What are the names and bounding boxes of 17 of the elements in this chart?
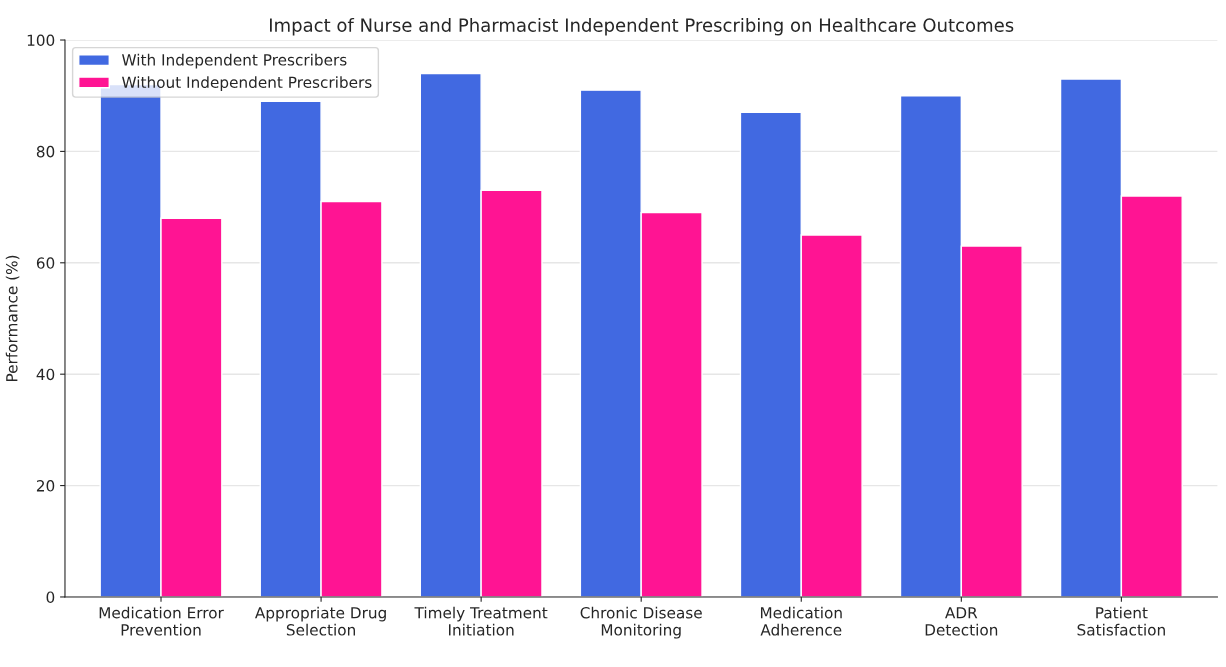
y-tick-label: 100 (27, 34, 55, 47)
x-tick-label: Medication Adherence (760, 606, 842, 636)
x-tick-label: Patient Satisfaction (1077, 606, 1165, 636)
y-tick-label: 40 (36, 368, 55, 381)
y-tick-label: 20 (36, 480, 55, 492)
x-tick-label: Timely Treatment Initiation (414, 606, 548, 636)
y-axis-title: Performance (%) (5, 255, 20, 382)
y-tick-label: 80 (36, 145, 55, 158)
x-tick-label: Appropriate Drug Selection (255, 606, 386, 636)
x-tick-label: Chronic Disease Monitoring (580, 606, 702, 639)
x-tick-label: Medication Error Prevention (99, 606, 224, 636)
legend-label: Without Independent Prescribers (122, 76, 372, 91)
y-tick-label: 0 (46, 591, 55, 603)
x-tick-label: ADR Detection (925, 607, 998, 636)
chart-title: Impact of Nurse and Pharmacist Independent Prescribing on Healthcare Outcomes (270, 17, 1014, 36)
legend-label: With Independent Prescribers (122, 53, 347, 69)
y-tick-label: 60 (36, 257, 55, 269)
